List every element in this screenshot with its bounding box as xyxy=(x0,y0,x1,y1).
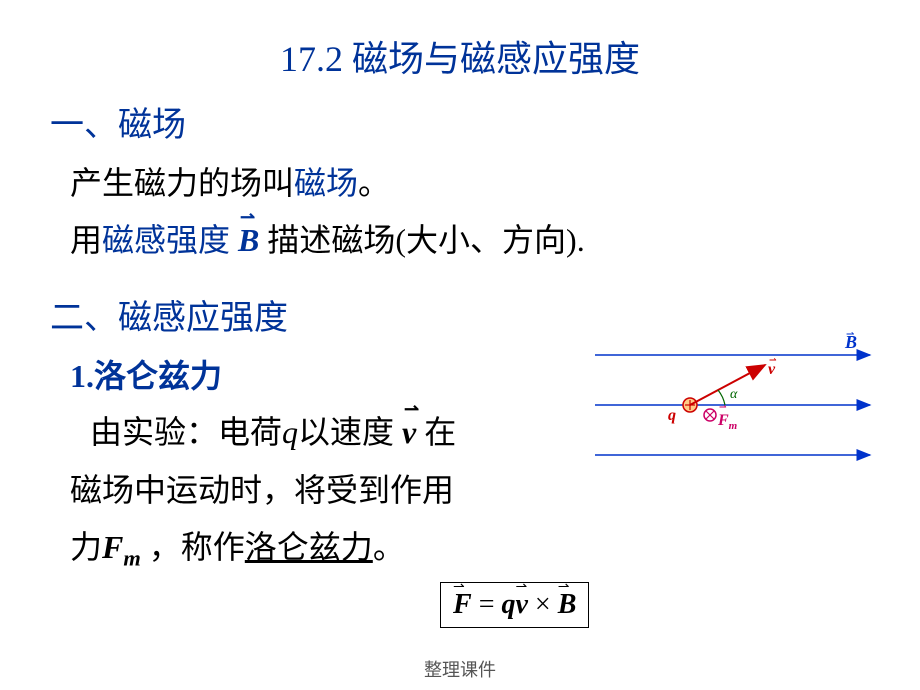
vector-B: ⇀B xyxy=(238,215,259,266)
keyword-lorentz: 洛仑兹力 xyxy=(245,529,373,565)
section1-heading: 一、磁场 xyxy=(50,97,870,146)
lorentz-diagram: B ⇀ q v ⇀ α Fm ⇀ xyxy=(590,330,880,470)
var-q: q xyxy=(501,589,515,620)
velocity-arrow xyxy=(690,365,765,405)
section1-line2: 用磁感强度 ⇀B 描述磁场(大小、方向). xyxy=(70,215,870,266)
vector-arrow-icon: ⇀ xyxy=(240,203,255,232)
vec-F: ⇀F xyxy=(453,589,472,621)
vector-arrow-icon: ⇀ xyxy=(769,355,777,365)
keyword-magnetic-field: 磁场 xyxy=(294,165,358,201)
lorentz-formula: ⇀F = q⇀v × ⇀B xyxy=(440,582,589,628)
text: 以速度 xyxy=(298,414,394,450)
text: 力 xyxy=(70,529,102,565)
cross-product: × xyxy=(528,589,558,620)
para-line3: 力Fm ，称作洛仑兹力。 xyxy=(70,522,870,576)
sub-number: 1. xyxy=(70,358,94,394)
section1-line1: 产生磁力的场叫磁场。 xyxy=(70,158,870,209)
vector-arrow-icon: ⇀ xyxy=(846,330,854,340)
var-q: q xyxy=(282,414,298,450)
slide-title: 17.2 磁场与磁感应强度 xyxy=(50,30,870,82)
text: 。 xyxy=(373,529,405,565)
vector-arrow-icon: ⇀ xyxy=(404,395,419,424)
text: 用 xyxy=(70,222,102,258)
equals: = xyxy=(472,589,502,620)
text: 。 xyxy=(358,165,390,201)
slide-container: 17.2 磁场与磁感应强度 一、磁场 产生磁力的场叫磁场。 用磁感强度 ⇀B 描… xyxy=(0,0,920,612)
label-q: q xyxy=(668,407,676,424)
para-line2: 磁场中运动时，将受到作用 xyxy=(70,465,870,516)
vec-B: ⇀B xyxy=(558,589,577,621)
vec-v: ⇀v xyxy=(515,589,527,621)
keyword-flux-density: 磁感强度 xyxy=(102,222,230,258)
text: 由实验：电荷 xyxy=(90,414,282,450)
var-Fm: Fm xyxy=(102,529,141,565)
text: 描述磁场(大小、方向). xyxy=(267,222,584,258)
footer-text: 整理课件 xyxy=(424,656,496,682)
text: ，称作 xyxy=(141,529,245,565)
label-Fm: Fm xyxy=(717,412,738,432)
vector-v: ⇀v xyxy=(402,407,416,458)
label-alpha: α xyxy=(730,387,738,402)
sub-title: 洛仑兹力 xyxy=(94,358,222,394)
vector-arrow-icon: ⇀ xyxy=(719,402,727,412)
text: 产生磁力的场叫 xyxy=(70,165,294,201)
text: 在 xyxy=(424,414,456,450)
